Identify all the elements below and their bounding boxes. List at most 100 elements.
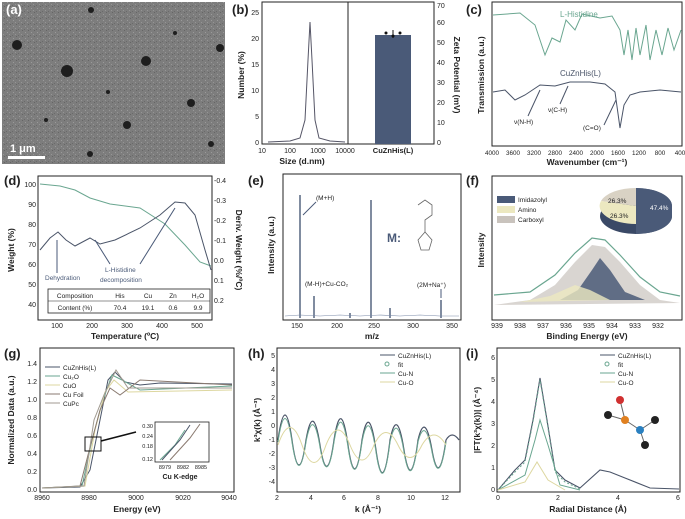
svg-text:0.2: 0.2: [214, 298, 224, 305]
cuznhis-line: [277, 414, 460, 474]
panel-i: (i) CuZnHis(L) fit Cu-N Cu-O 0 1 2 3 4 5 6 0 2: [466, 346, 681, 514]
panel-label: (i): [466, 346, 478, 361]
svg-text:50: 50: [28, 282, 36, 289]
svg-text:60: 60: [437, 20, 445, 27]
x-axis-label: k (Å⁻¹): [355, 504, 381, 514]
svg-text:fit: fit: [618, 362, 623, 369]
svg-text:Carboxyl: Carboxyl: [518, 217, 544, 224]
svg-text:1000: 1000: [310, 148, 326, 155]
svg-text:0.6: 0.6: [27, 433, 37, 440]
svg-text:-4: -4: [269, 479, 275, 486]
svg-text:2: 2: [275, 495, 279, 502]
y-axis-label: Transmission (a.u.): [476, 36, 486, 114]
panel-c: (c) L-Histidine CuZnHis(L) ν(C-H) ν(N-H)…: [466, 1, 685, 167]
svg-text:-0.3: -0.3: [214, 198, 226, 205]
svg-text:His: His: [115, 293, 125, 300]
x-axis-label: Temperature (ºC): [91, 331, 159, 341]
x-axis-label: Energy (eV): [113, 504, 160, 514]
svg-text:9000: 9000: [128, 495, 144, 502]
svg-text:Cu-N: Cu-N: [618, 371, 633, 378]
svg-text:0.24: 0.24: [142, 434, 153, 440]
svg-text:40: 40: [28, 302, 36, 309]
svg-text:CuPc: CuPc: [63, 401, 80, 408]
svg-text:9.9: 9.9: [193, 305, 202, 312]
annotation-decomposition: decomposition: [100, 277, 142, 284]
svg-text:1.0: 1.0: [27, 397, 37, 404]
weight-curve: [39, 183, 212, 267]
svg-text:350: 350: [446, 323, 458, 330]
derivative-curve: [39, 201, 212, 271]
amino-peak: [520, 285, 610, 302]
annotation-nh: ν(N-H): [514, 119, 533, 126]
svg-text:20: 20: [437, 100, 445, 107]
x-axis-label: Size (d.nm): [279, 156, 325, 166]
svg-text:0: 0: [255, 140, 259, 147]
svg-text:3: 3: [491, 421, 495, 428]
svg-text:8985: 8985: [195, 465, 207, 471]
svg-text:50: 50: [437, 40, 445, 47]
svg-text:10: 10: [258, 148, 266, 155]
svg-text:6: 6: [676, 495, 680, 502]
panel-label: (h): [248, 346, 265, 361]
svg-text:0: 0: [491, 487, 495, 494]
svg-text:0: 0: [496, 495, 500, 502]
y-axis-label: Intensity (a.u.): [266, 216, 276, 274]
y-axis-right-label: Deriv. Weight (%/ºC): [234, 210, 244, 291]
svg-text:8: 8: [376, 495, 380, 502]
svg-text:8979: 8979: [159, 465, 171, 471]
svg-text:4000: 4000: [485, 150, 500, 157]
svg-text:CuZnHis(L): CuZnHis(L): [398, 353, 431, 360]
size-distribution-line: [267, 21, 346, 143]
svg-text:10000: 10000: [335, 148, 355, 155]
svg-text:933: 933: [629, 323, 641, 330]
x-axis-label: Radial Distance (Å): [549, 504, 627, 514]
svg-text:9040: 9040: [221, 495, 237, 502]
panel-label: (c): [466, 2, 482, 17]
svg-text:5: 5: [255, 114, 259, 121]
svg-text:0.6: 0.6: [168, 305, 177, 312]
svg-text:-0.2: -0.2: [214, 218, 226, 225]
panel-h: (h) CuZnHis(L)fit Cu-NCu-O 54 32 10 -1-2…: [248, 346, 461, 514]
svg-text:1: 1: [491, 465, 495, 472]
annotation-co: (C=O): [583, 125, 601, 132]
svg-text:300: 300: [121, 323, 133, 330]
svg-text:2800: 2800: [548, 150, 563, 157]
scale-bar: [8, 156, 45, 159]
svg-text:150: 150: [291, 323, 303, 330]
pie-chart: 47.4% 26.3% 26.3%: [599, 187, 672, 234]
svg-text:25: 25: [251, 10, 259, 17]
svg-text:70: 70: [28, 242, 36, 249]
svg-text:fit: fit: [398, 362, 403, 369]
panel-label: (g): [4, 346, 21, 361]
series-label-1: L-Histidine: [560, 10, 598, 19]
svg-text:Cu-O: Cu-O: [618, 380, 634, 387]
svg-text:-3: -3: [269, 465, 275, 472]
svg-text:70.4: 70.4: [114, 305, 127, 312]
svg-text:2400: 2400: [569, 150, 584, 157]
svg-text:H₂O: H₂O: [192, 293, 204, 300]
svg-text:3: 3: [271, 381, 275, 388]
svg-text:934: 934: [606, 323, 618, 330]
molecule-label: M:: [387, 231, 401, 245]
y-axis-label: k³χ(k) (Å⁻³): [252, 398, 262, 442]
svg-text:400: 400: [156, 323, 168, 330]
svg-text:47.4%: 47.4%: [650, 205, 669, 212]
annotation-ch: ν(C-H): [548, 107, 567, 114]
svg-text:500: 500: [191, 323, 203, 330]
svg-text:937: 937: [537, 323, 549, 330]
y-axis-label: |FT(k³χ(k))| (Å⁻⁴): [472, 387, 482, 454]
svg-text:0.4: 0.4: [27, 451, 37, 458]
annotation-m-h: (M+H): [316, 195, 334, 202]
svg-text:0: 0: [437, 140, 441, 147]
svg-text:300: 300: [407, 323, 419, 330]
svg-text:60: 60: [28, 262, 36, 269]
svg-text:70: 70: [437, 3, 445, 10]
svg-text:0.30: 0.30: [142, 424, 153, 430]
y-axis-label: Number (%): [236, 51, 246, 99]
svg-text:Content (%): Content (%): [58, 305, 93, 312]
panel-label: (f): [466, 173, 479, 188]
svg-text:-1: -1: [269, 437, 275, 444]
svg-text:4: 4: [309, 495, 313, 502]
svg-text:Cu K-edge: Cu K-edge: [163, 474, 198, 481]
